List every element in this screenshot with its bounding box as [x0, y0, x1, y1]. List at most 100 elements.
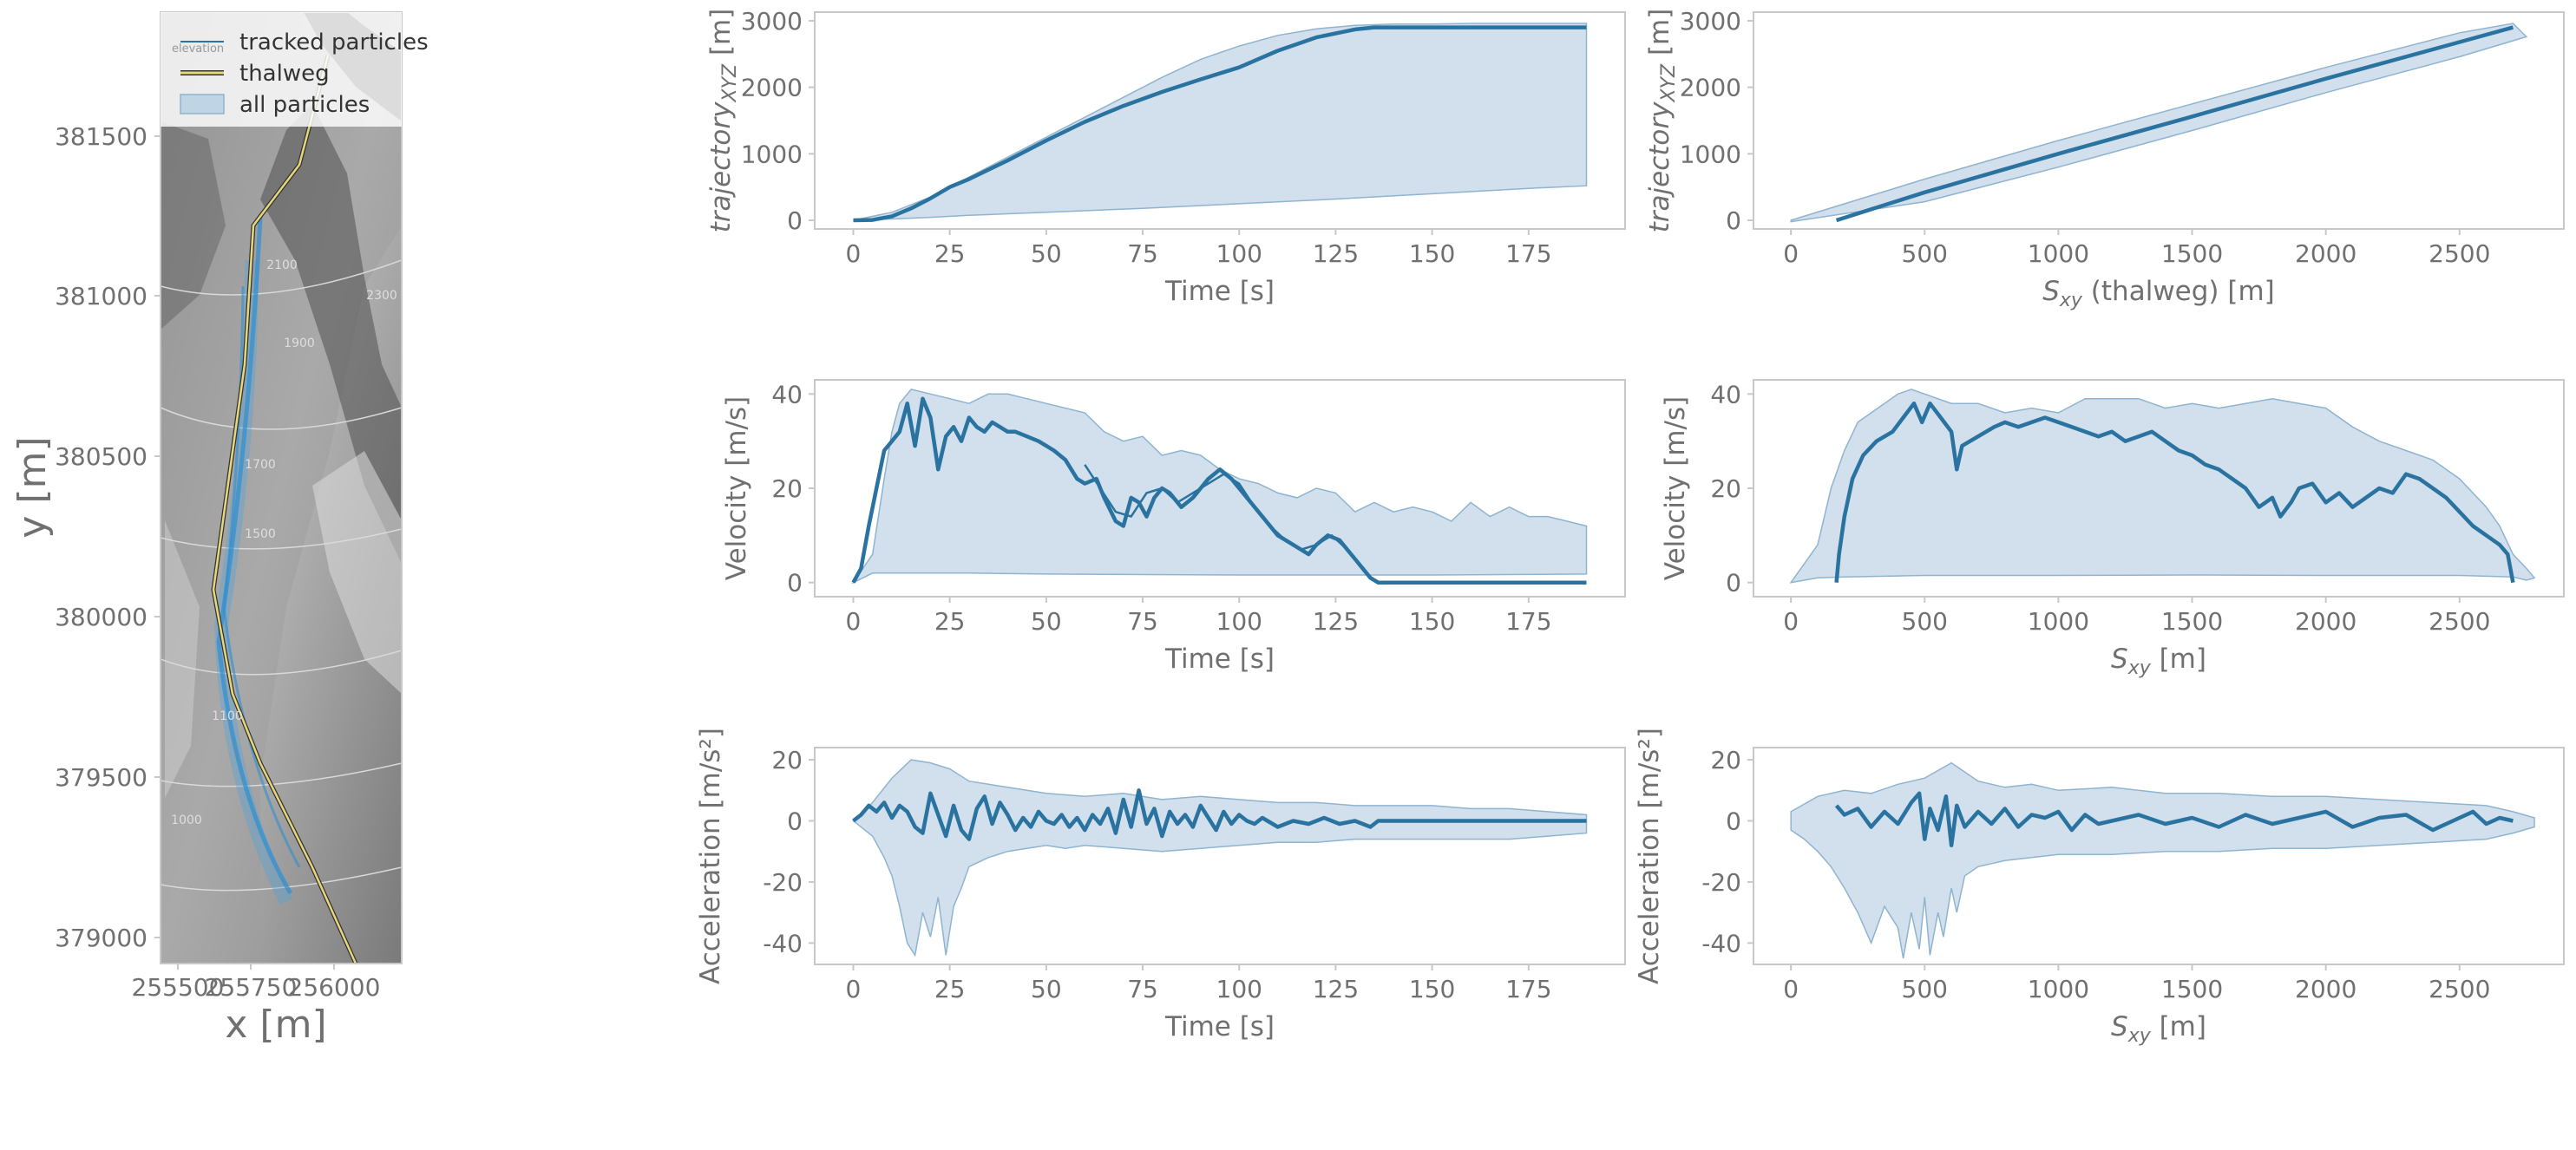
- x-tick-label: 175: [1505, 975, 1551, 1003]
- y-tick-label: 0: [1726, 206, 1741, 235]
- x-tick-label: 500: [1902, 239, 1948, 268]
- y-tick-label: 0: [787, 206, 803, 235]
- tracked-particle-line: [1835, 25, 2514, 223]
- contour-label: 1900: [284, 337, 315, 350]
- map-x-tick-label: 255750: [205, 973, 298, 1002]
- y-tick-label: 0: [1726, 807, 1741, 836]
- map-y-tick-label: 379500: [55, 763, 147, 792]
- x-tick-label: 25: [934, 975, 966, 1003]
- contour-label: 2100: [266, 258, 298, 272]
- x-tick-label: 25: [934, 607, 966, 636]
- x-tick-label: 50: [1031, 975, 1062, 1003]
- y-tick-label: 3000: [741, 7, 803, 36]
- map-y-tick-label: 381000: [55, 282, 147, 310]
- x-axis-label: Sxy [m]: [2111, 1011, 2206, 1047]
- x-tick-label: 100: [1216, 975, 1262, 1003]
- x-tick-label: 2500: [2429, 239, 2490, 268]
- x-tick-label: 0: [1783, 239, 1799, 268]
- x-tick-label: 1000: [2028, 239, 2089, 268]
- map-x-tick-label: 256000: [288, 973, 381, 1002]
- y-tick-label: -40: [763, 929, 803, 957]
- x-tick-label: 0: [846, 975, 862, 1003]
- x-tick-label: 2000: [2295, 239, 2356, 268]
- map-y-tick-label: 381500: [55, 122, 147, 151]
- x-tick-label: 25: [934, 239, 966, 268]
- y-tick-label: 0: [787, 807, 803, 836]
- all-particles-band: [852, 759, 1588, 957]
- y-tick-label: 0: [1726, 569, 1741, 598]
- y-tick-label: -20: [763, 868, 803, 897]
- contour-header-label: elevation: [172, 42, 224, 56]
- tracked-particle-line: [1834, 791, 2514, 847]
- x-tick-label: 125: [1313, 975, 1359, 1003]
- y-axis-label: trajectoryXYZ [m]: [1644, 9, 1680, 233]
- x-tick-label: 150: [1409, 975, 1455, 1003]
- plot-frame: [1753, 11, 2565, 230]
- thalweg-line-inner: [212, 55, 357, 964]
- tracked-particle-line: [853, 25, 1587, 223]
- x-tick-label: 150: [1409, 607, 1455, 636]
- all-particles-band: [851, 389, 1588, 585]
- y-tick-label: 40: [771, 380, 803, 408]
- x-tick-label: 1500: [2161, 239, 2223, 268]
- map-legend: tracked particles thalweg all particles: [180, 29, 429, 118]
- all-particles-band: [1790, 761, 2535, 959]
- x-tick-label: 0: [1783, 607, 1799, 636]
- x-tick-label: 50: [1031, 607, 1062, 636]
- plot-frame: [1753, 747, 2565, 965]
- chart-acceleration-vs-time: 0 25 50 75 100 125 150 175 -40 -20 0 20 Time [s] Acce…: [695, 728, 1626, 1042]
- x-axis-label: Time [s]: [1164, 1011, 1275, 1042]
- map-xlabel: x [m]: [225, 1003, 326, 1047]
- contour-labels: 1000 1100 1500 1700 1900 2100 2300: [171, 258, 397, 827]
- x-tick-label: 75: [1127, 975, 1158, 1003]
- y-tick-label: 20: [771, 746, 803, 774]
- legend-patch-swatch: [180, 94, 225, 114]
- map-y-tick-label: 380500: [55, 442, 147, 471]
- y-tick-label: 1000: [741, 140, 803, 168]
- x-tick-label: 75: [1127, 239, 1158, 268]
- chart-velocity-vs-time: 0 25 50 75 100 125 150 175 0 20 40 Time [s] Velocity…: [721, 379, 1626, 675]
- map-y-tick-label: 380000: [55, 603, 147, 631]
- x-tick-label: 0: [1783, 975, 1799, 1003]
- x-tick-label: 100: [1216, 607, 1262, 636]
- y-axis-label: Velocity [m/s]: [1660, 396, 1691, 580]
- contour-label: 1100: [212, 709, 243, 723]
- y-axis-label: Velocity [m/s]: [721, 396, 752, 580]
- map-ylabel: y [m]: [10, 436, 55, 538]
- map-y-tick-label: 379000: [55, 924, 147, 952]
- y-tick-label: -40: [1701, 929, 1741, 957]
- legend-label: all particles: [239, 92, 370, 118]
- x-tick-label: 2000: [2295, 607, 2356, 636]
- map-x-tick-label: 255500: [132, 973, 225, 1002]
- y-tick-label: 20: [1710, 746, 1741, 774]
- x-tick-label: 50: [1031, 239, 1062, 268]
- x-tick-label: 2000: [2295, 975, 2356, 1003]
- y-tick-label: 3000: [1680, 7, 1741, 36]
- y-tick-label: 20: [771, 474, 803, 503]
- contour-label: 1500: [245, 527, 276, 541]
- x-axis-label: Time [s]: [1164, 276, 1275, 307]
- x-tick-label: 175: [1505, 607, 1551, 636]
- tracked-particle-line: [1834, 401, 2515, 584]
- chart-velocity-vs-sxy: 0 500 1000 1500 2000 2500 0 20 40 Sxy [m] Velocity…: [1660, 379, 2565, 679]
- y-axis-label: trajectoryXYZ [m]: [705, 9, 741, 233]
- x-tick-label: 100: [1216, 239, 1262, 268]
- x-tick-label: 175: [1505, 239, 1551, 268]
- x-tick-label: 500: [1902, 975, 1948, 1003]
- y-axis-label: Acceleration [m/s²]: [1634, 728, 1665, 984]
- y-tick-label: 2000: [741, 74, 803, 102]
- plot-frame: [814, 747, 1626, 965]
- x-tick-label: 500: [1902, 607, 1948, 636]
- x-axis-label: Time [s]: [1164, 644, 1275, 675]
- y-tick-label: 2000: [1680, 74, 1741, 102]
- y-tick-label: 20: [1710, 474, 1741, 503]
- legend-label: thalweg: [239, 61, 330, 87]
- x-tick-label: 2500: [2429, 975, 2490, 1003]
- map-y-ticks: 379000 379500 380000 380500 381000 381500: [55, 122, 161, 952]
- x-axis-label: Sxy (thalweg) [m]: [2042, 276, 2275, 311]
- contour-label: 2300: [366, 289, 397, 303]
- x-tick-label: 75: [1127, 607, 1158, 636]
- map-panel: elevation 1000 1100 1500 1700 1900 2100 2300 t…: [10, 11, 429, 1047]
